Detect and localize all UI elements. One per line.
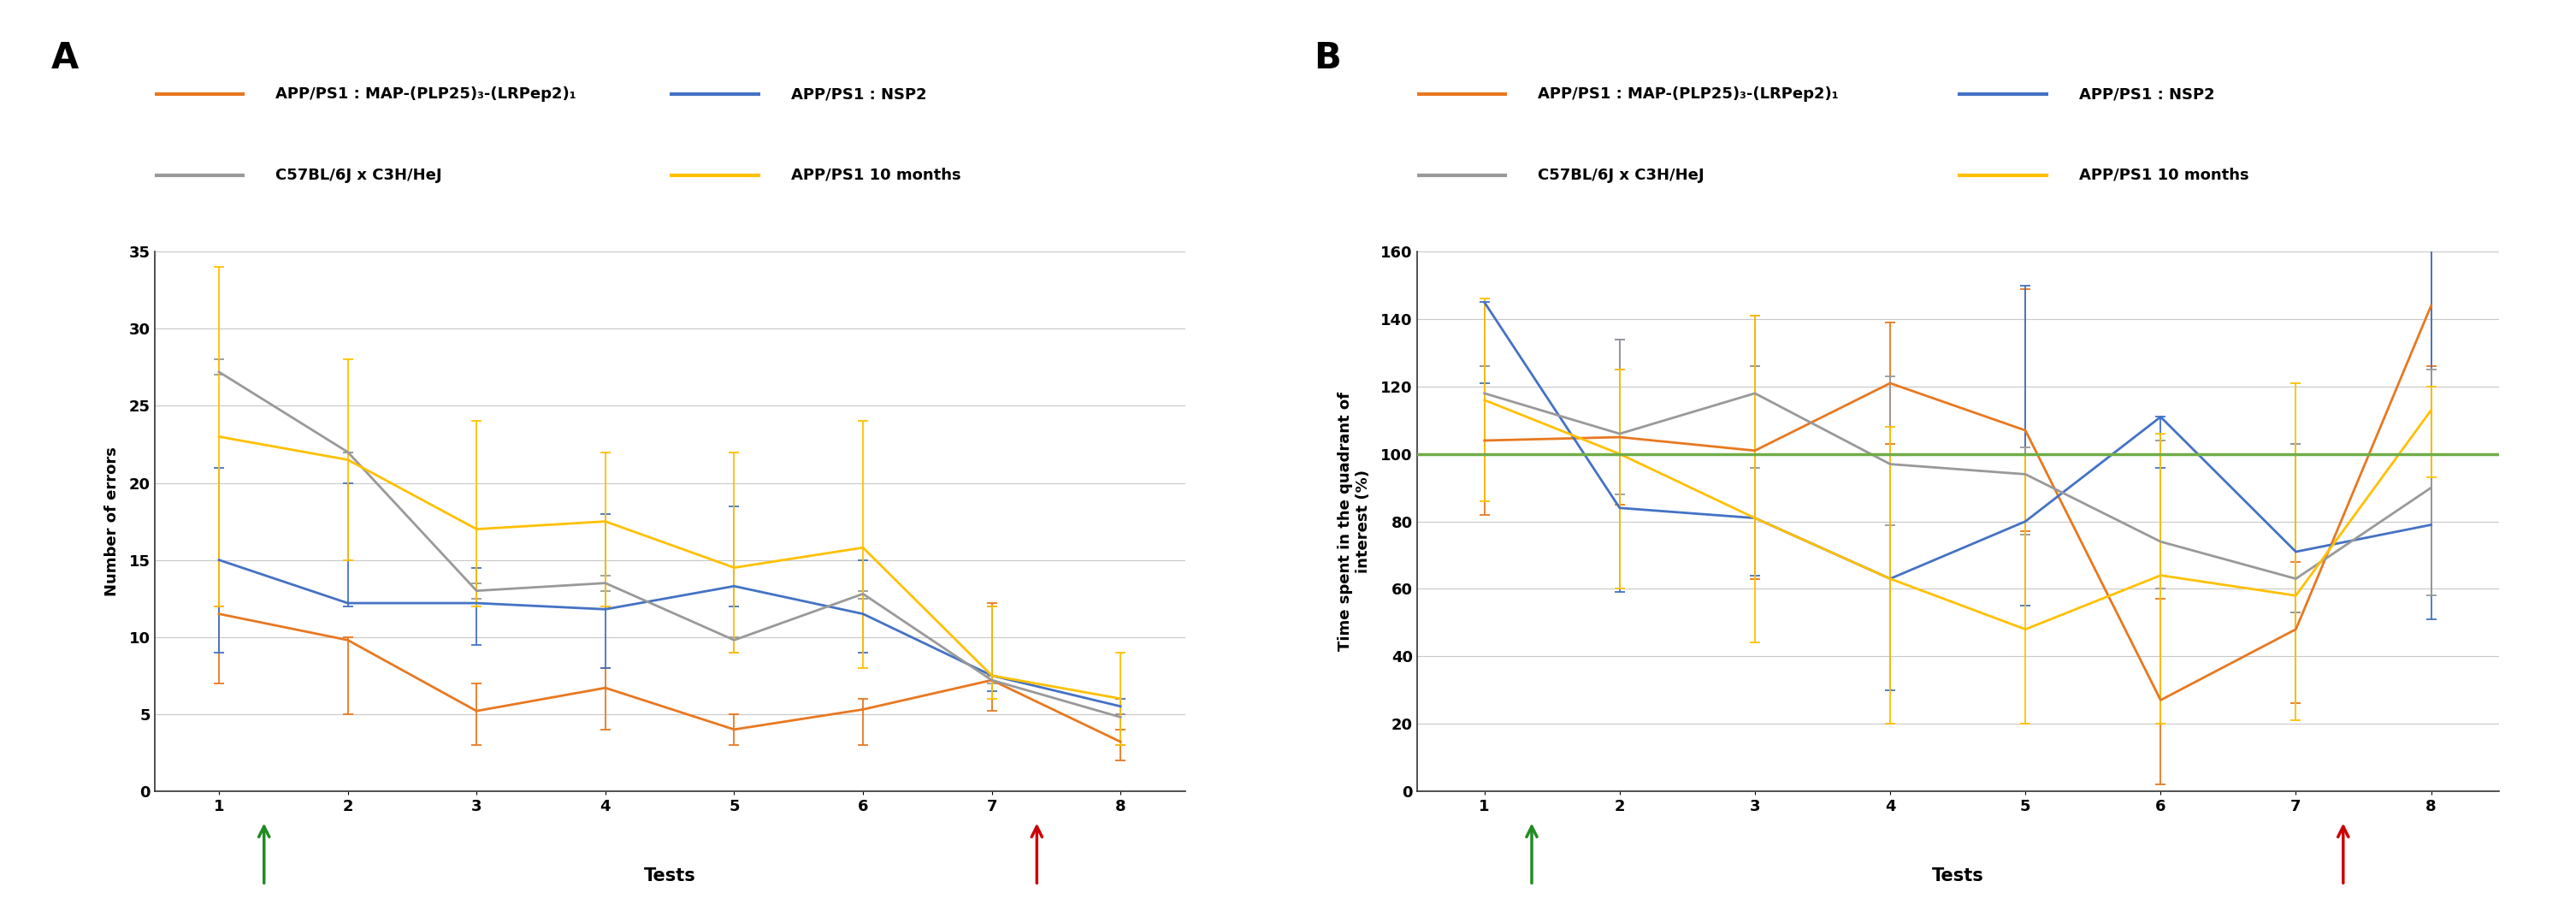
Text: APP/PS1 : NSP2: APP/PS1 : NSP2 bbox=[791, 86, 927, 102]
Text: APP/PS1 10 months: APP/PS1 10 months bbox=[791, 167, 961, 183]
Text: B: B bbox=[1314, 40, 1342, 76]
Text: APP/PS1 : MAP-(PLP25)₃-(LRPep2)₁: APP/PS1 : MAP-(PLP25)₃-(LRPep2)₁ bbox=[1538, 86, 1839, 102]
Text: A: A bbox=[52, 40, 80, 76]
Text: APP/PS1 10 months: APP/PS1 10 months bbox=[2079, 167, 2249, 183]
Y-axis label: Time spent in the quadrant of
interest (%): Time spent in the quadrant of interest (… bbox=[1337, 392, 1370, 651]
Text: APP/PS1 : MAP-(PLP25)₃-(LRPep2)₁: APP/PS1 : MAP-(PLP25)₃-(LRPep2)₁ bbox=[276, 86, 577, 102]
Y-axis label: Number of errors: Number of errors bbox=[103, 447, 118, 596]
X-axis label: Tests: Tests bbox=[644, 868, 696, 885]
X-axis label: Tests: Tests bbox=[1932, 868, 1984, 885]
Text: C57BL/6J x C3H/HeJ: C57BL/6J x C3H/HeJ bbox=[276, 167, 443, 183]
Text: APP/PS1 : NSP2: APP/PS1 : NSP2 bbox=[2079, 86, 2215, 102]
Text: C57BL/6J x C3H/HeJ: C57BL/6J x C3H/HeJ bbox=[1538, 167, 1705, 183]
